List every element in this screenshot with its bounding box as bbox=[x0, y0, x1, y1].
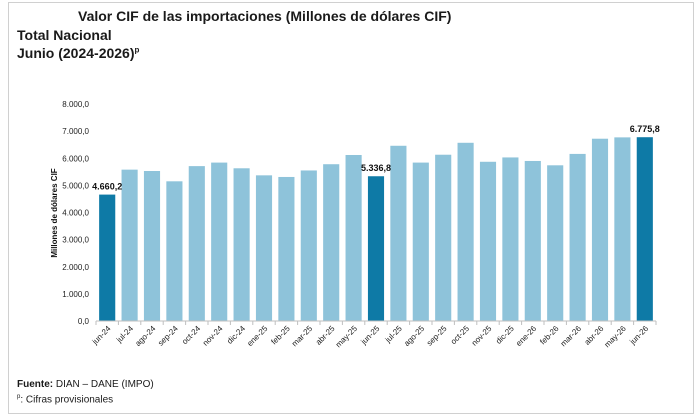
provisional-note: p: Cifras provisionales bbox=[17, 394, 113, 405]
bar-ago-24 bbox=[143, 170, 161, 321]
y-tick-label: 3.000,0 bbox=[62, 236, 89, 245]
x-tick-label: oct-25 bbox=[449, 324, 471, 346]
x-tick-label: sep-25 bbox=[425, 324, 449, 348]
bar-may-26 bbox=[614, 137, 631, 321]
data-label-jun-26: 6.775,8 bbox=[630, 124, 660, 134]
chart-subtitle: Total Nacional bbox=[17, 27, 112, 43]
bar-nov-24 bbox=[211, 162, 228, 321]
y-tick-label: 6.000,0 bbox=[62, 154, 89, 163]
bar-jun-25 bbox=[367, 176, 385, 321]
x-tick-label: ago-25 bbox=[402, 324, 426, 348]
y-tick-label: 4.000,0 bbox=[62, 209, 89, 218]
bar-nov-25 bbox=[479, 161, 497, 321]
bar-mar-25 bbox=[300, 170, 317, 321]
x-tick-label: ene-26 bbox=[514, 324, 538, 348]
bar-ene-26 bbox=[524, 160, 541, 321]
x-tick-label: ene-25 bbox=[245, 324, 269, 348]
bar-ene-25 bbox=[255, 175, 273, 321]
data-label-jun-24: 4.660,2 bbox=[92, 182, 122, 192]
bar-jun-24 bbox=[99, 194, 116, 321]
bar-dic-25 bbox=[502, 157, 519, 321]
note-mark: p bbox=[17, 394, 21, 400]
x-tick-label: oct-24 bbox=[180, 324, 202, 346]
y-tick-label: 7.000,0 bbox=[62, 127, 89, 136]
y-axis-label: Millones de dólares CIF bbox=[50, 168, 59, 257]
bar-feb-26 bbox=[547, 165, 564, 321]
y-tick-label: 5.000,0 bbox=[62, 181, 89, 190]
y-tick-label: 0,0 bbox=[78, 317, 90, 326]
x-tick-label: jun-24 bbox=[90, 324, 113, 347]
x-tick-label: nov-24 bbox=[201, 324, 225, 348]
x-tick-label: mar-26 bbox=[559, 324, 584, 349]
period-mark: p bbox=[134, 45, 140, 55]
bar-mar-26 bbox=[569, 153, 586, 321]
x-tick-label: ago-24 bbox=[133, 324, 157, 348]
data-labels: 4.660,2 5.336,8 6.775,8 bbox=[92, 124, 660, 191]
bar-may-25 bbox=[345, 154, 362, 321]
bar-sep-24 bbox=[166, 181, 183, 321]
source-text: DIAN – DANE (IMPO) bbox=[53, 379, 154, 390]
x-tick-label: jun-26 bbox=[627, 324, 650, 347]
x-tick-label: jun-25 bbox=[359, 324, 382, 347]
x-tick-label: feb-25 bbox=[269, 324, 292, 347]
source-label: Fuente: bbox=[17, 379, 54, 390]
bar-abr-26 bbox=[591, 138, 609, 321]
bar-jul-24 bbox=[121, 169, 138, 321]
note-text: : Cifras provisionales bbox=[20, 394, 114, 406]
chart-period: Junio (2024-2026)p bbox=[17, 45, 139, 61]
bar-abr-25 bbox=[323, 164, 340, 321]
x-tick-label: may-25 bbox=[334, 324, 360, 350]
x-tick-label: may-26 bbox=[603, 324, 629, 350]
bar-series bbox=[99, 137, 653, 321]
bar-dic-24 bbox=[233, 168, 250, 321]
x-tick-label: sep-24 bbox=[156, 324, 180, 348]
y-tick-label: 8.000,0 bbox=[62, 100, 89, 109]
y-tick-label: 1.000,0 bbox=[62, 290, 89, 299]
x-tick-label: dic-25 bbox=[494, 324, 516, 346]
data-label-jun-25: 5.336,8 bbox=[361, 163, 391, 173]
x-tick-label: feb-26 bbox=[538, 324, 561, 347]
x-tick-label: mar-25 bbox=[290, 324, 315, 349]
x-tick-label: dic-24 bbox=[225, 324, 247, 346]
chart-title: Valor CIF de las importaciones (Millones… bbox=[78, 8, 452, 24]
period-text: Junio (2024-2026) bbox=[17, 45, 135, 61]
bar-feb-25 bbox=[278, 176, 295, 321]
bar-sep-25 bbox=[435, 154, 452, 321]
y-axis: 0,0 1.000,0 2.000,0 3.000,0 4.000,0 5.000,0 6.… bbox=[62, 100, 89, 326]
bar-ago-25 bbox=[412, 162, 429, 321]
bar-oct-25 bbox=[457, 142, 474, 321]
bar-jun-26 bbox=[636, 137, 653, 321]
chart-frame bbox=[8, 2, 694, 414]
x-tick-label: nov-25 bbox=[470, 324, 494, 348]
bar-oct-24 bbox=[188, 166, 205, 321]
source-line: Fuente: DIAN – DANE (IMPO) bbox=[17, 379, 154, 390]
y-tick-label: 2.000,0 bbox=[62, 263, 89, 272]
bar-jul-25 bbox=[390, 145, 407, 321]
